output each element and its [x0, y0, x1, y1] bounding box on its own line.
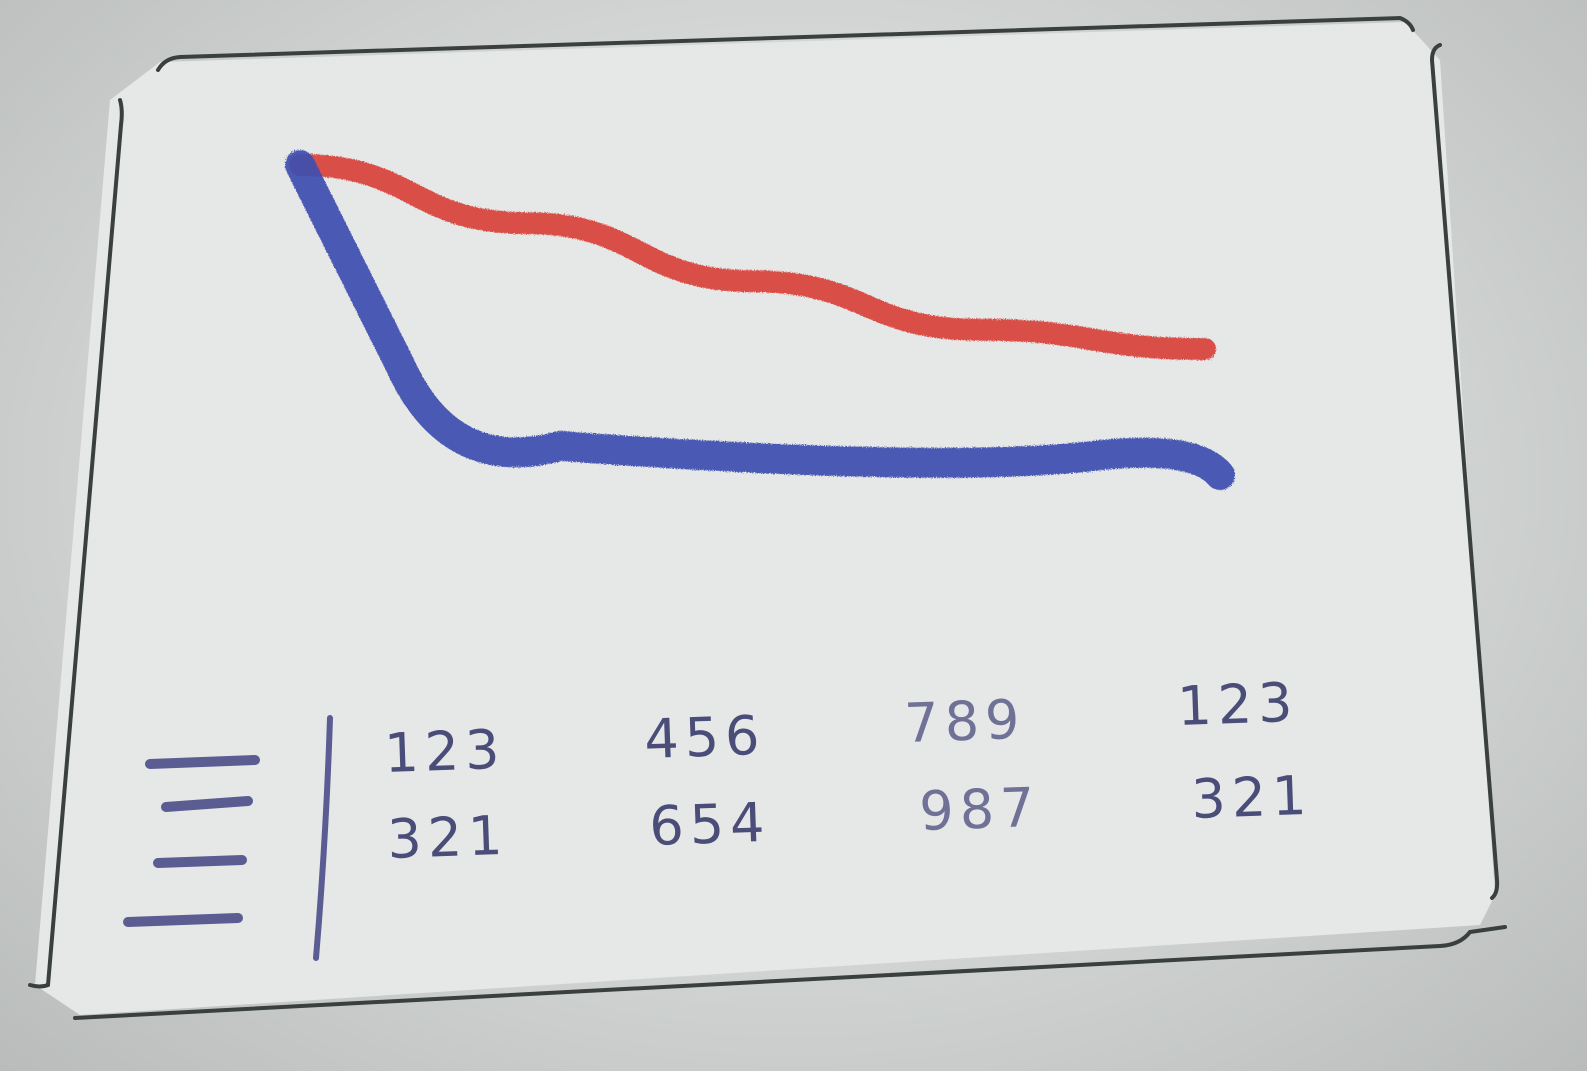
table-cell-r1-c1: 123	[383, 718, 506, 785]
frame-left	[28, 98, 124, 989]
table-cell-r2-c4: 321	[1190, 764, 1313, 831]
menu-line-4	[123, 913, 243, 927]
hamburger-menu-icon[interactable]	[123, 755, 260, 927]
frame-bottom	[73, 925, 1507, 1020]
table-cell-r1-c3: 789	[903, 688, 1026, 755]
frame-top	[156, 15, 1415, 72]
data-table: 123 456 789 123 321 654 987 321	[383, 671, 1313, 871]
table-cell-r1-c4: 123	[1176, 671, 1299, 738]
frame-right	[1429, 43, 1500, 900]
menu-line-1	[145, 755, 260, 769]
series-line-blue	[285, 150, 1235, 490]
vertical-divider	[313, 715, 333, 961]
menu-line-3	[153, 855, 247, 868]
menu-line-2	[161, 796, 253, 812]
line-chart	[285, 150, 1235, 490]
table-cell-r2-c1: 321	[386, 804, 509, 871]
paper-card	[35, 22, 1495, 1015]
table-cell-r2-c3: 987	[918, 776, 1041, 843]
table-cell-r1-c2: 456	[643, 704, 766, 771]
table-cell-r2-c2: 654	[648, 791, 771, 858]
series-line-red	[289, 154, 1216, 361]
frame	[28, 15, 1507, 1020]
